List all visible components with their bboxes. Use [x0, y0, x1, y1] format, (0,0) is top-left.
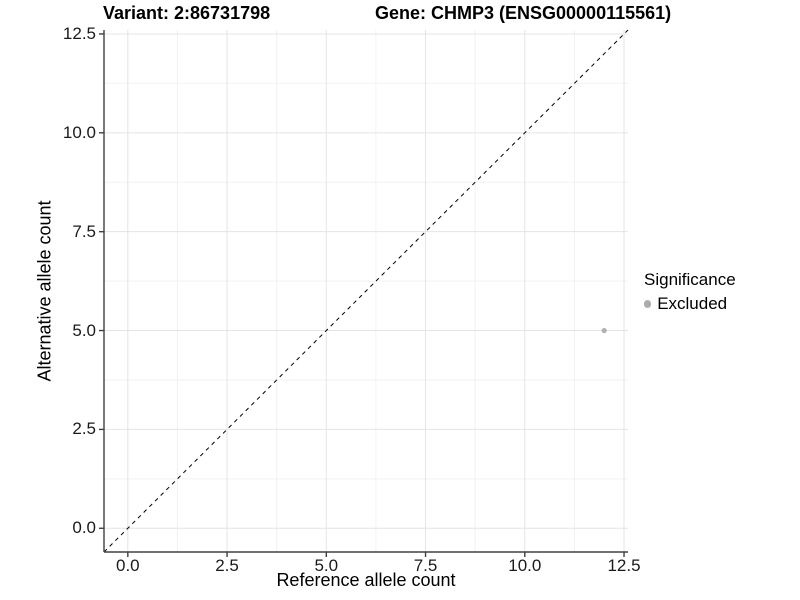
x-axis-title: Reference allele count [276, 570, 456, 590]
y-tick-label: 0.0 [72, 518, 96, 538]
y-axis-title: Alternative allele count [34, 200, 55, 382]
legend-item-label: Excluded [657, 294, 728, 313]
x-tick-label: 5.0 [314, 556, 339, 575]
x-tick-label: 12.5 [607, 556, 641, 575]
x-tick-label: 10.0 [508, 556, 542, 575]
x-tick-label: 7.5 [413, 556, 438, 575]
plot-title-variant: Variant: 2:86731798 [103, 3, 271, 23]
x-tick-label: 0.0 [115, 556, 140, 575]
legend-item-excluded: Excluded [644, 294, 736, 314]
y-tick-label: 10.0 [62, 122, 96, 142]
plot-title-gene: Gene: CHMP3 (ENSG00000115561) [375, 3, 672, 23]
y-tick-label: 2.5 [72, 419, 96, 439]
y-tick-label: 7.5 [72, 221, 96, 241]
y-tick-label: 12.5 [62, 23, 96, 43]
y-tick-label: 5.0 [72, 320, 96, 340]
legend-title: Significance [644, 270, 736, 289]
x-tick-label: 2.5 [215, 556, 239, 575]
legend-point-icon [644, 300, 652, 308]
identity-reference-line [103, 29, 629, 553]
plot-panel [99, 29, 629, 557]
data-point-excluded [601, 327, 607, 334]
scatter-canvas [99, 29, 629, 557]
legend: Significance Excluded [644, 270, 736, 314]
